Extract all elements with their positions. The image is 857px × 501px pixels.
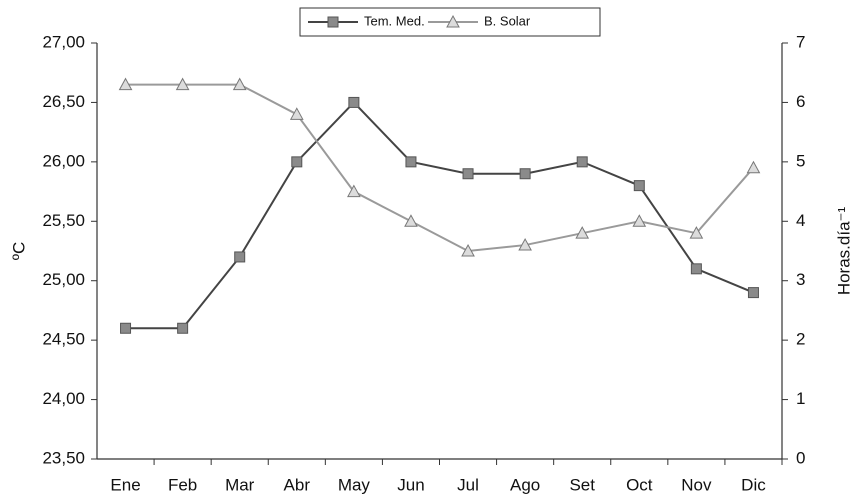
- y-tick-label: 24,50: [42, 330, 85, 349]
- x-tick-label: Jun: [397, 475, 424, 494]
- data-point: [177, 322, 189, 334]
- data-point: [347, 184, 361, 198]
- data-point: [462, 168, 474, 180]
- y-tick-label: 27,00: [42, 32, 85, 51]
- x-tick-label: Oct: [626, 475, 653, 494]
- data-point: [632, 214, 647, 227]
- x-tick-label: Mar: [225, 475, 255, 494]
- data-point: [633, 180, 645, 192]
- data-point: [746, 160, 761, 174]
- data-point: [234, 251, 246, 263]
- x-tick-label: Nov: [681, 475, 712, 494]
- data-point: [576, 156, 588, 168]
- data-point: [405, 156, 417, 168]
- x-tick-label: Set: [569, 475, 595, 494]
- data-point: [519, 168, 531, 180]
- data-point: [518, 238, 532, 251]
- y-tick-label: 25,00: [42, 270, 85, 289]
- y2-tick-label: 2: [796, 330, 805, 349]
- y2-axis-title: Horas.día⁻¹: [834, 206, 853, 295]
- y-tick-label: 26,00: [42, 151, 85, 170]
- legend-marker: [446, 14, 460, 28]
- data-point: [291, 156, 303, 168]
- data-point: [289, 107, 304, 120]
- data-point: [348, 96, 360, 108]
- y-tick-label: 24,00: [42, 389, 85, 408]
- y2-tick-label: 6: [796, 92, 805, 111]
- x-tick-label: Dic: [741, 475, 766, 494]
- legend-label: B. Solar: [484, 13, 531, 28]
- data-point: [404, 214, 418, 227]
- x-tick-label: Abr: [284, 475, 311, 494]
- legend-marker: [327, 16, 339, 28]
- data-point: [747, 287, 759, 299]
- data-point: [689, 226, 704, 239]
- series-line: [125, 100, 754, 330]
- data-point: [120, 322, 132, 334]
- y2-tick-label: 7: [796, 32, 805, 51]
- y-tick-label: 26,50: [42, 92, 85, 111]
- y2-tick-label: 5: [796, 151, 805, 170]
- y-tick-label: 23,50: [42, 448, 85, 467]
- data-point: [461, 243, 475, 257]
- y-axis-title: ºC: [9, 242, 28, 261]
- y2-tick-label: 3: [796, 270, 805, 289]
- data-point: [175, 77, 190, 91]
- x-tick-label: Ene: [110, 475, 140, 494]
- legend-label: Tem. Med.: [364, 13, 425, 28]
- y2-tick-label: 0: [796, 448, 805, 467]
- y2-tick-label: 4: [796, 211, 805, 230]
- data-point: [690, 263, 702, 275]
- x-tick-label: Feb: [168, 475, 197, 494]
- y2-tick-label: 1: [796, 389, 805, 408]
- x-tick-label: May: [338, 475, 371, 494]
- series-line: [125, 83, 755, 253]
- data-point: [575, 226, 590, 239]
- x-tick-label: Jul: [457, 475, 479, 494]
- x-tick-label: Ago: [510, 475, 540, 494]
- data-point: [232, 77, 247, 91]
- data-point: [118, 77, 133, 91]
- y-tick-label: 25,50: [42, 211, 85, 230]
